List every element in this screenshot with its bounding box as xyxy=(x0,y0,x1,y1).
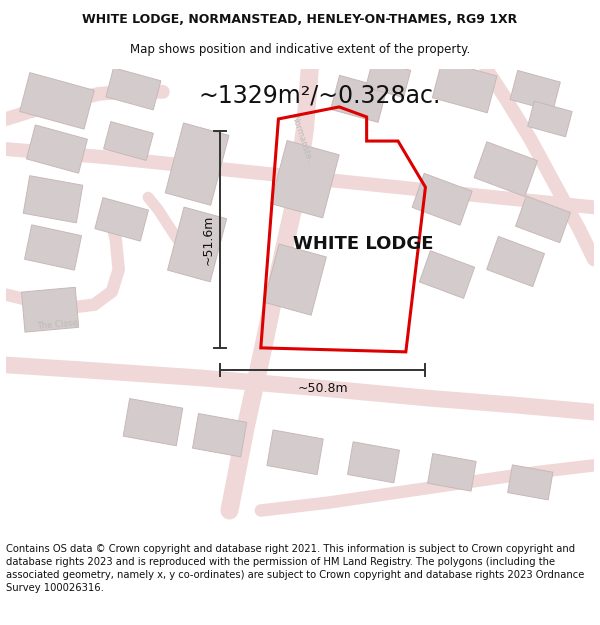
Polygon shape xyxy=(22,288,79,332)
Polygon shape xyxy=(474,142,538,196)
Polygon shape xyxy=(123,399,183,446)
Polygon shape xyxy=(193,414,247,457)
Polygon shape xyxy=(428,454,476,491)
Text: WHITE LODGE: WHITE LODGE xyxy=(293,236,434,254)
Text: Normanste...: Normanste... xyxy=(289,114,314,168)
Polygon shape xyxy=(271,141,339,218)
Polygon shape xyxy=(106,68,161,110)
Polygon shape xyxy=(419,251,475,298)
Text: ~51.6m: ~51.6m xyxy=(202,214,215,264)
Text: WHITE LODGE, NORMANSTEAD, HENLEY-ON-THAMES, RG9 1XR: WHITE LODGE, NORMANSTEAD, HENLEY-ON-THAM… xyxy=(82,13,518,26)
Polygon shape xyxy=(264,244,326,315)
Text: ~50.8m: ~50.8m xyxy=(297,382,348,395)
Text: ~1329m²/~0.328ac.: ~1329m²/~0.328ac. xyxy=(199,84,441,108)
Text: The Close: The Close xyxy=(36,319,78,331)
Polygon shape xyxy=(25,225,82,270)
Polygon shape xyxy=(347,442,400,483)
Polygon shape xyxy=(104,122,154,161)
Polygon shape xyxy=(267,430,323,474)
Polygon shape xyxy=(20,72,94,129)
Text: Map shows position and indicative extent of the property.: Map shows position and indicative extent… xyxy=(130,42,470,56)
Polygon shape xyxy=(167,207,227,282)
Polygon shape xyxy=(366,60,410,98)
Polygon shape xyxy=(510,71,560,111)
Polygon shape xyxy=(331,76,387,122)
Polygon shape xyxy=(433,61,497,112)
Polygon shape xyxy=(515,196,571,242)
Polygon shape xyxy=(23,176,83,223)
Polygon shape xyxy=(165,123,229,205)
Polygon shape xyxy=(508,465,553,500)
Polygon shape xyxy=(412,173,472,225)
Polygon shape xyxy=(26,125,88,173)
Text: Contains OS data © Crown copyright and database right 2021. This information is : Contains OS data © Crown copyright and d… xyxy=(6,544,584,593)
Polygon shape xyxy=(95,198,148,241)
Polygon shape xyxy=(487,236,544,287)
Polygon shape xyxy=(527,101,572,137)
